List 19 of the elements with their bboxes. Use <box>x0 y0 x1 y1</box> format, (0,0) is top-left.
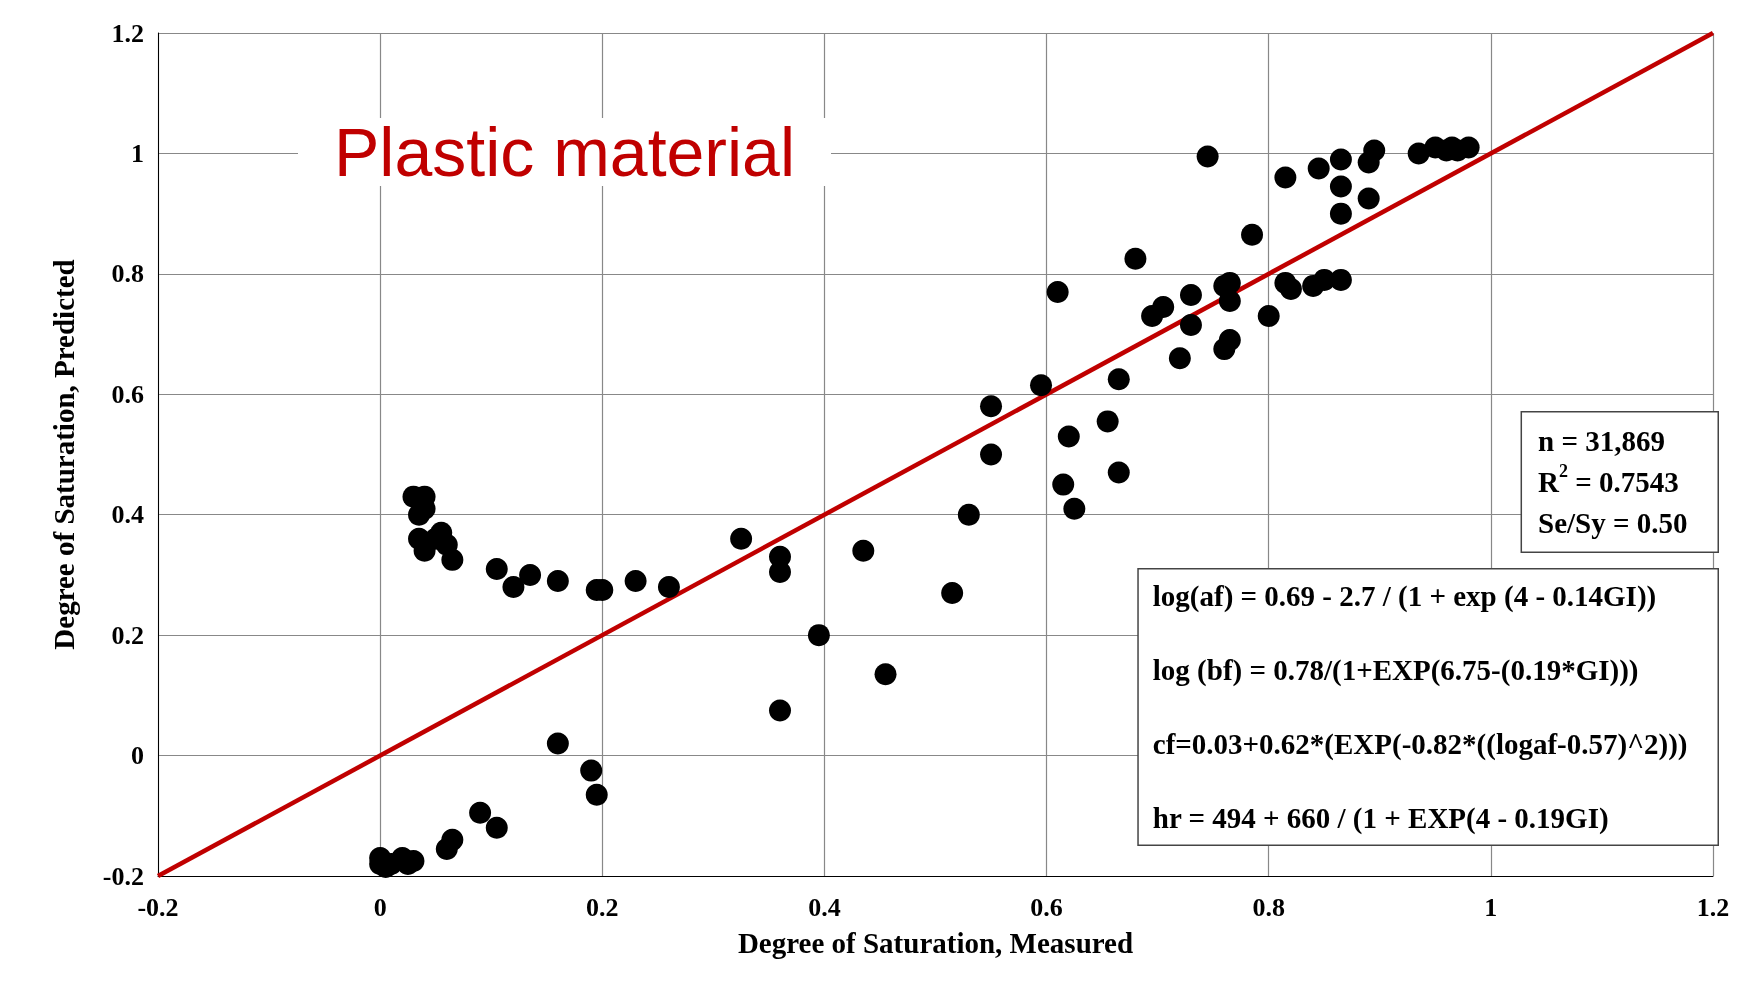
y-tick-label: 1.2 <box>111 18 144 48</box>
x-axis-title: Degree of Saturation, Measured <box>737 926 1134 959</box>
text: Plastic material <box>334 114 796 190</box>
y-tick-label: 1 <box>131 138 144 168</box>
x-tick-label: 0.2 <box>586 892 619 922</box>
y-tick-label: 0.4 <box>111 500 144 530</box>
y-tick-label: 0 <box>131 741 144 771</box>
y-tick-label: 0.8 <box>111 259 144 289</box>
y-tick-label: -0.2 <box>102 861 144 891</box>
y-tick-label: 0.6 <box>111 379 144 409</box>
x-tick-label: 1.2 <box>1696 892 1730 922</box>
x-tick-label: 0.6 <box>1030 892 1063 922</box>
x-tick-label: 0.8 <box>1252 892 1285 922</box>
x-tick-label: 1 <box>1484 892 1498 922</box>
y-tick-label: 0.2 <box>111 620 144 650</box>
x-tick-label: 0 <box>373 892 387 922</box>
x-tick-label: 0.4 <box>808 892 841 922</box>
text: log(af) = 0.69 - 2.7 / (1 + exp (4 - 0.14GI)) log (bf) = 0.78/(1+EXP(6.75-(0.19*GI))) cf=0.03+0.62*(EXP(-0.82*((logaf-0.57)^2))) hr = 494 + 660 / (1 + EXP(4 - 0.19GI) <box>1152 580 1688 834</box>
y-axis-title: Degree of Saturation, Predicted <box>47 259 80 650</box>
